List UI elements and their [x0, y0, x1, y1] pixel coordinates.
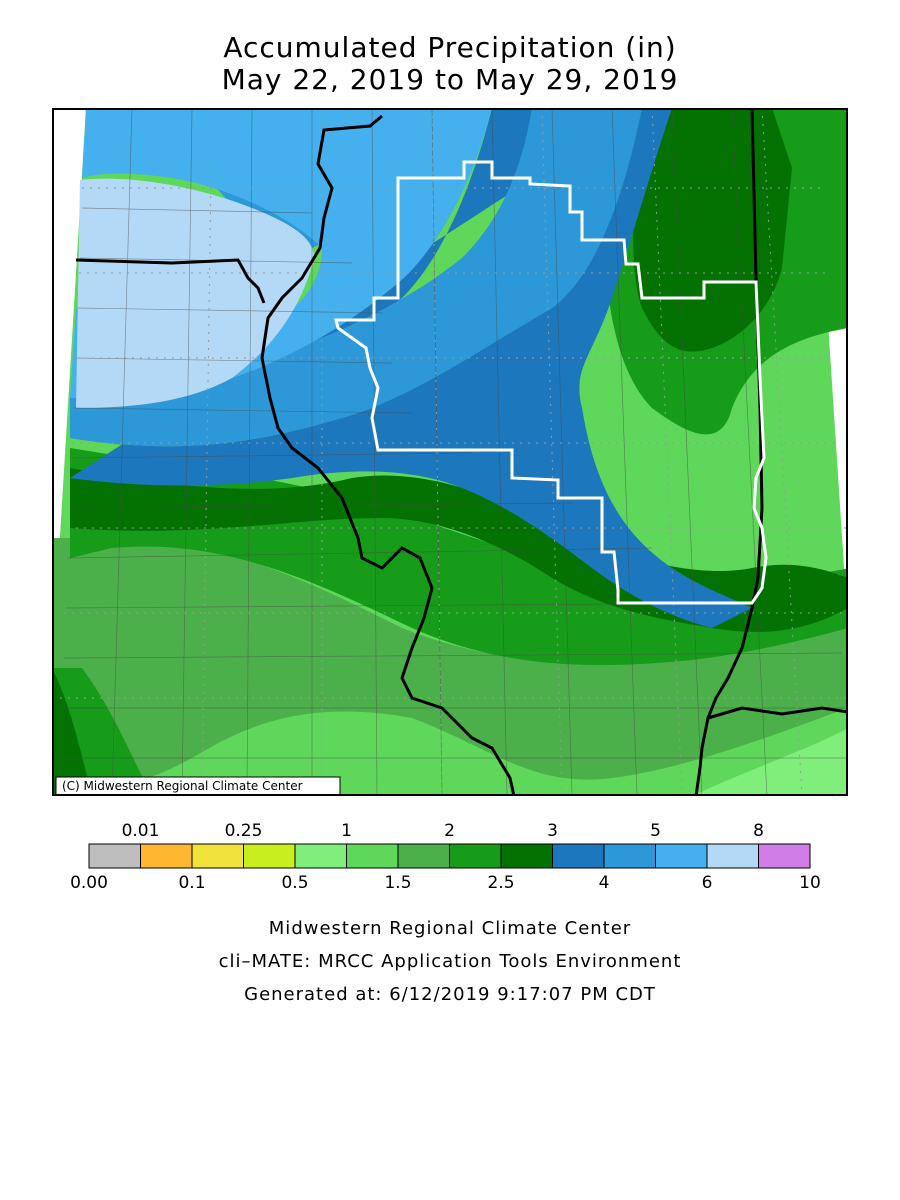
- legend-bottom-label: 10: [799, 873, 821, 893]
- highlighted-region-outline: [334, 160, 768, 605]
- legend-swatch: [243, 843, 296, 869]
- precip-band-1.5-2: [52, 536, 848, 796]
- map-title: Accumulated Precipitation (in): [223, 31, 677, 64]
- legend-swatches: [88, 843, 811, 869]
- precip-band-5-6: [70, 108, 492, 398]
- legend-bottom-label: 4: [599, 873, 610, 893]
- legend-bottom-labels: 0.00 0.1 0.5 1.5 2.5 4 6 10: [70, 873, 821, 893]
- legend-swatch: [88, 843, 141, 869]
- copyright-text: (C) Midwestern Regional Climate Center: [62, 779, 303, 793]
- legend-bottom-label: 0.5: [281, 873, 308, 893]
- precip-band-2.5-3: [52, 108, 848, 796]
- legend-swatch: [140, 843, 193, 869]
- legend-swatch: [294, 843, 347, 869]
- footer-generated: Generated at: 6/12/2019 9:17:07 PM CDT: [244, 984, 656, 1005]
- legend-bottom-label: 2.5: [487, 873, 514, 893]
- footer-org: Midwestern Regional Climate Center: [268, 918, 632, 939]
- legend-top-label: 3: [547, 821, 558, 841]
- legend-top-label: 5: [650, 821, 661, 841]
- legend-top-label: 8: [753, 821, 764, 841]
- legend-swatch: [449, 843, 502, 869]
- precip-band-0.5-1-south: [692, 728, 848, 796]
- precip-band-4-5: [70, 108, 642, 447]
- legend-bottom-label: 0.1: [178, 873, 205, 893]
- map-date-range: May 22, 2019 to May 29, 2019: [221, 63, 679, 96]
- legend-top-label: 0.01: [122, 821, 160, 841]
- precip-legend: 0.01 0.25 1 2 3 5 8 0.00 0.1 0.5 1.5 2.5 4 6 10: [70, 821, 821, 893]
- legend-swatch: [758, 843, 811, 869]
- legend-swatch: [191, 843, 244, 869]
- legend-swatch: [706, 843, 759, 869]
- map-border: [52, 108, 848, 796]
- legend-top-label: 1: [341, 821, 352, 841]
- graticule: [60, 108, 848, 796]
- legend-swatch: [500, 843, 553, 869]
- legend-swatch: [552, 843, 605, 869]
- legend-bottom-label: 6: [702, 873, 713, 893]
- legend-bottom-label: 1.5: [384, 873, 411, 893]
- county-lines: [60, 108, 848, 796]
- legend-swatch: [603, 843, 656, 869]
- precip-band-6-8: [76, 178, 314, 408]
- legend-swatch: [655, 843, 708, 869]
- legend-top-label: 2: [444, 821, 455, 841]
- footer-tool: cli–MATE: MRCC Application Tools Environ…: [218, 951, 682, 972]
- legend-bottom-label: 0.00: [70, 873, 108, 893]
- legend-top-labels: 0.01 0.25 1 2 3 5 8: [122, 821, 764, 841]
- legend-swatch: [346, 843, 399, 869]
- legend-top-label: 0.25: [225, 821, 263, 841]
- precipitation-map: (C) Midwestern Regional Climate Center: [52, 108, 848, 796]
- legend-swatch: [397, 843, 450, 869]
